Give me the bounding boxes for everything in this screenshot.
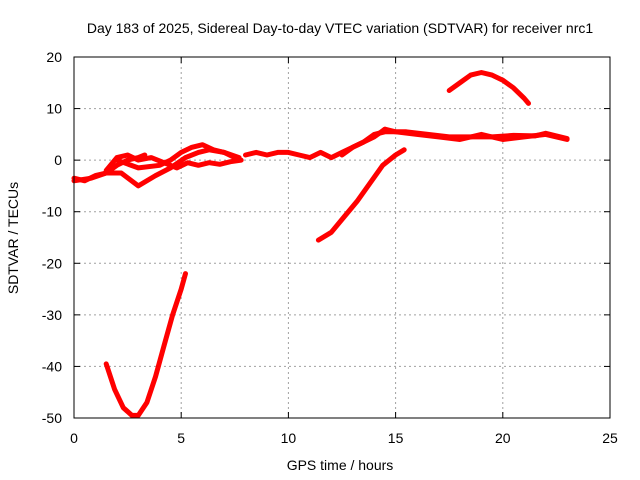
y-axis-label: SDTVAR / TECUs bbox=[5, 182, 21, 294]
data-series bbox=[71, 70, 570, 418]
series-track-10 bbox=[103, 271, 188, 418]
y-tick-label: -10 bbox=[42, 204, 62, 220]
x-tick-label: 10 bbox=[281, 430, 297, 446]
y-tick-label: 0 bbox=[54, 152, 62, 168]
x-tick-label: 25 bbox=[602, 430, 618, 446]
grid-lines bbox=[74, 57, 610, 418]
y-tick-label: -40 bbox=[42, 358, 62, 374]
y-tick-label: -50 bbox=[42, 410, 62, 426]
y-tick-label: -30 bbox=[42, 307, 62, 323]
series-track-3 bbox=[103, 152, 244, 173]
x-tick-label: 15 bbox=[388, 430, 404, 446]
x-tick-label: 20 bbox=[495, 430, 511, 446]
x-axis-label: GPS time / hours bbox=[287, 457, 394, 473]
chart-title: Day 183 of 2025, Sidereal Day-to-day VTE… bbox=[87, 20, 593, 36]
y-tick-label: 10 bbox=[46, 101, 62, 117]
y-tick-label: -20 bbox=[42, 255, 62, 271]
axis-ticks: 0 5 10 15 20 25 -50 -40 -30 -20 -10 0 10 20 bbox=[42, 49, 618, 446]
plot-frame bbox=[73, 56, 611, 419]
series-track-9 bbox=[446, 70, 531, 106]
x-tick-label: 5 bbox=[177, 430, 185, 446]
y-tick-label: 20 bbox=[46, 49, 62, 65]
series-track-8 bbox=[315, 147, 407, 243]
series-track-4 bbox=[114, 142, 238, 171]
series-track-7 bbox=[382, 126, 570, 142]
x-tick-label: 0 bbox=[70, 430, 78, 446]
